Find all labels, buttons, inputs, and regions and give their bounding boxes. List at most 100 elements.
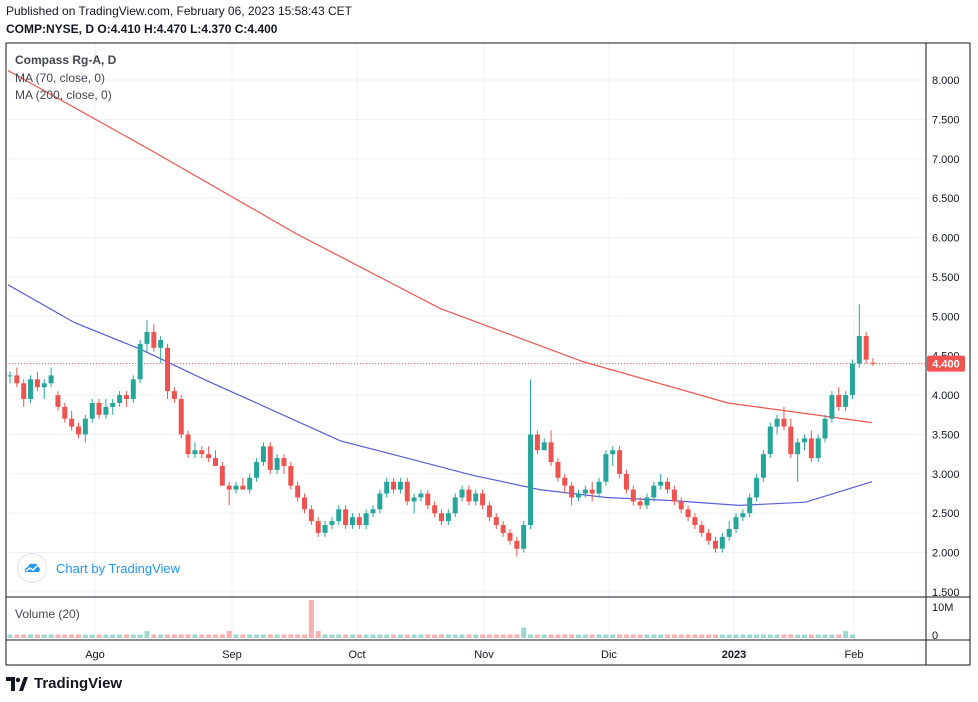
time-tick-label: Nov	[474, 649, 494, 661]
candle-body	[123, 395, 129, 400]
candle	[212, 450, 218, 466]
candle-body	[507, 532, 513, 541]
candle-body	[671, 489, 677, 502]
candle	[411, 493, 417, 514]
volume-bar	[240, 634, 246, 638]
candle-body	[439, 513, 444, 522]
volume-bar	[28, 634, 34, 638]
tradingview-logo-icon	[6, 676, 28, 691]
volume-bar	[671, 634, 677, 638]
candle-body	[110, 402, 116, 407]
candle	[500, 521, 506, 537]
candle-body	[781, 418, 787, 427]
candle-body	[617, 450, 623, 474]
volume-bar	[363, 634, 369, 638]
volume-bar	[521, 627, 527, 638]
volume-bar	[829, 634, 835, 638]
volume-bar	[562, 634, 568, 638]
candle	[534, 430, 540, 455]
candle-body	[863, 336, 869, 360]
volume-bar	[760, 634, 766, 638]
candle	[267, 442, 273, 474]
volume-bar	[288, 634, 294, 638]
candle	[747, 493, 753, 518]
candle	[822, 414, 828, 443]
candle-body	[96, 402, 102, 415]
candle-body	[829, 395, 835, 419]
volume-bar	[103, 634, 109, 638]
byline-text: Chart by TradingView	[56, 560, 181, 576]
candle-body	[528, 434, 534, 526]
candle-body	[795, 442, 801, 455]
candle	[62, 402, 68, 423]
volume-bar	[644, 634, 650, 638]
volume-bar	[452, 634, 458, 638]
candle-body	[34, 379, 40, 388]
volume-bar	[21, 634, 27, 638]
candle-body	[82, 418, 88, 435]
candle	[699, 521, 705, 537]
volume-bar	[281, 634, 287, 638]
candle	[795, 438, 801, 482]
candle-body	[219, 465, 225, 486]
candle	[171, 387, 177, 403]
candle-body	[69, 418, 75, 427]
price-tick-label: 3.000	[932, 469, 960, 481]
candle	[192, 442, 198, 459]
candle-body	[459, 489, 465, 498]
candle	[644, 493, 650, 510]
symbol-ohlc-line: COMP:NYSE, D O:4.410 H:4.470 L:4.370 C:4…	[6, 22, 277, 36]
candle	[260, 442, 266, 466]
volume-bar	[507, 634, 513, 638]
candle	[226, 481, 232, 506]
volume-bar	[397, 634, 403, 638]
price-tick-label: 2.500	[932, 508, 960, 520]
candle-body	[308, 509, 314, 522]
candle	[329, 517, 335, 529]
candle-body	[302, 497, 308, 510]
candle	[678, 497, 684, 514]
candle-body	[336, 509, 342, 522]
tradingview-brand[interactable]: TradingView	[6, 675, 122, 692]
candle	[281, 454, 287, 474]
volume-bar	[185, 634, 191, 638]
candle-body	[678, 501, 684, 510]
legend-ma70[interactable]: MA (70, close, 0)	[15, 71, 106, 85]
candle	[555, 458, 561, 482]
legend-volume[interactable]: Volume (20)	[15, 607, 80, 621]
volume-bar	[788, 634, 794, 638]
candle	[404, 477, 410, 506]
volume-bar	[589, 634, 595, 638]
volume-bar	[384, 634, 390, 638]
volume-tick-label: 0	[932, 630, 938, 642]
candle-body	[391, 481, 397, 490]
volume-bar	[754, 634, 760, 638]
price-tick-label: 7.000	[932, 154, 960, 166]
candle-body	[555, 462, 561, 478]
volume-bar	[849, 634, 855, 638]
candle-body	[384, 481, 390, 494]
candle-body	[596, 481, 602, 494]
volume-bar	[706, 634, 712, 638]
candle-body	[534, 434, 540, 451]
volume-bar	[219, 634, 225, 638]
candle-body	[178, 399, 184, 435]
candle	[719, 532, 725, 553]
candle	[41, 379, 47, 400]
candle	[233, 481, 239, 494]
chart-title: Compass Rg-A, D	[15, 53, 117, 67]
candle-body	[62, 406, 68, 419]
candle	[397, 477, 403, 494]
candle	[356, 513, 362, 529]
candle-body	[75, 426, 81, 435]
candle-body	[295, 485, 301, 498]
chart-by-tradingview[interactable]: Chart by TradingView	[18, 554, 180, 582]
volume-bar	[802, 634, 808, 638]
candle	[302, 493, 308, 514]
legend-ma200[interactable]: MA (200, close, 0)	[15, 88, 112, 102]
candle	[575, 489, 581, 502]
time-tick-label: 2023	[722, 649, 746, 661]
candle	[617, 446, 623, 478]
candle	[733, 513, 739, 533]
